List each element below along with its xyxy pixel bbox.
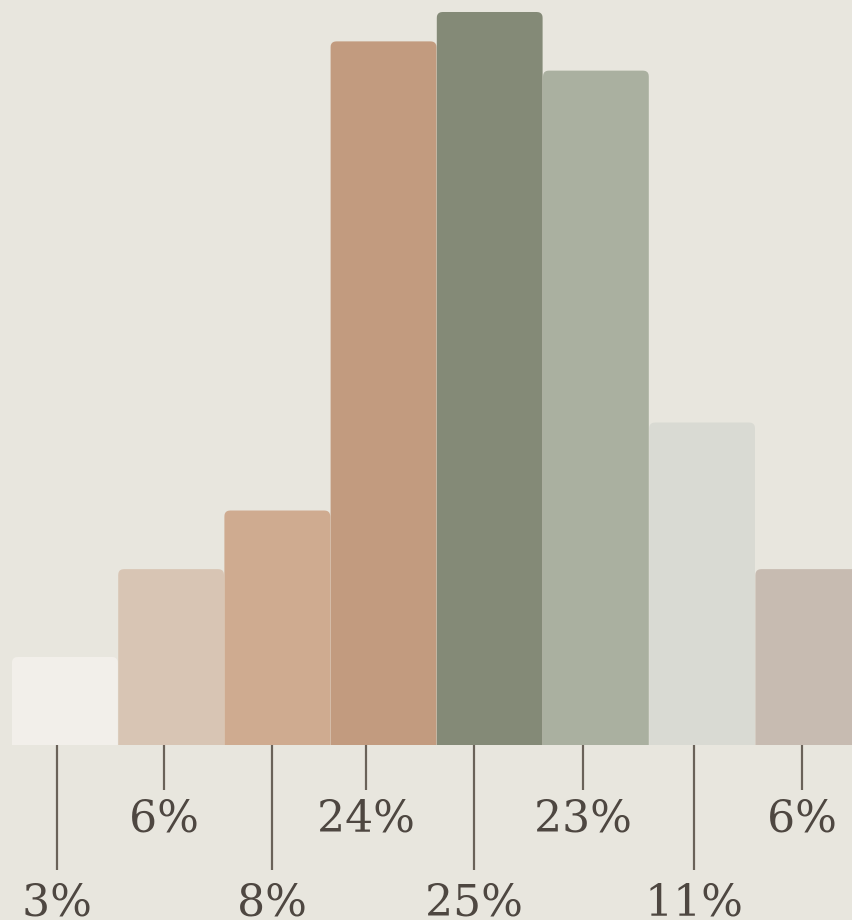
bar-2 — [118, 569, 224, 745]
value-labels-group: 3% 6% 8%24%25%23% 11% 6% — [22, 792, 837, 920]
value-label-1: 3% — [22, 876, 92, 920]
bar-5 — [436, 12, 543, 745]
bar-4 — [330, 41, 437, 745]
value-label-8: 6% — [767, 792, 837, 843]
bar-7 — [649, 422, 755, 745]
bar-8 — [755, 569, 852, 745]
bar-6 — [543, 70, 649, 745]
bars-group — [12, 12, 852, 745]
value-label-3: 8% — [237, 876, 307, 920]
value-label-5: 25% — [425, 876, 523, 920]
bar-1 — [12, 657, 118, 745]
leader-lines-group — [55, 745, 804, 870]
value-label-6: 23% — [534, 792, 632, 843]
value-label-7: 11% — [645, 876, 743, 920]
value-label-4: 24% — [317, 792, 415, 843]
bar-3 — [224, 510, 331, 745]
value-label-2: 6% — [129, 792, 199, 843]
